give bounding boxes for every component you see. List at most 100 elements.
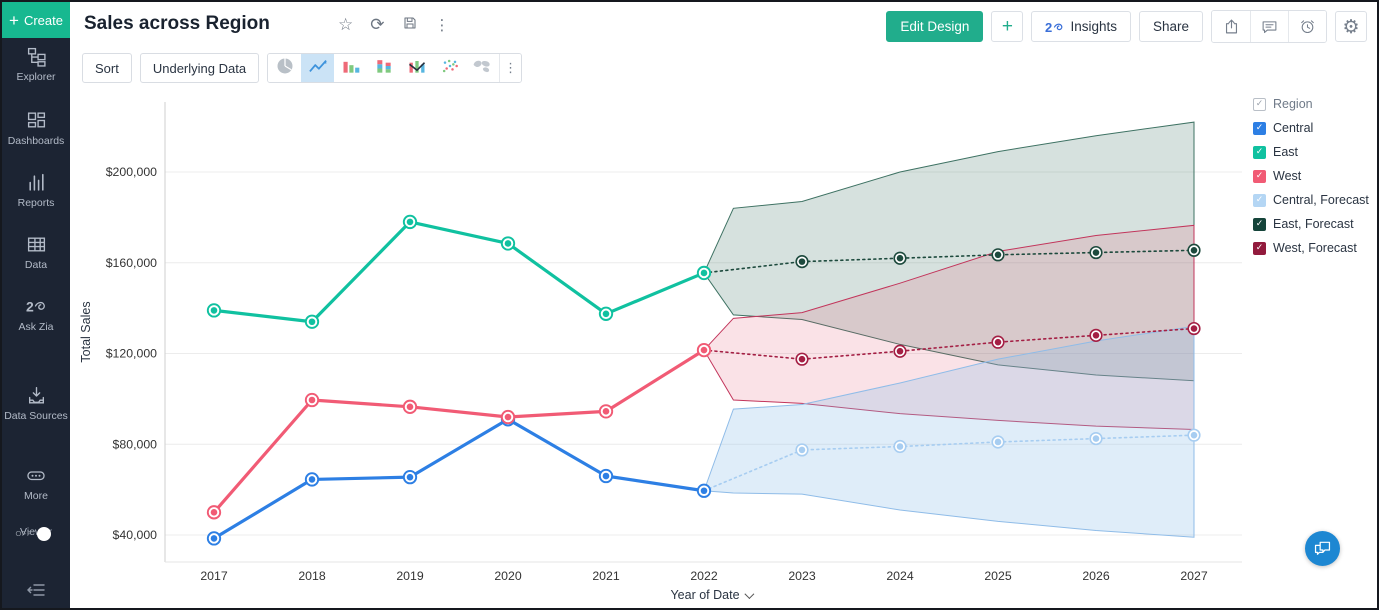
data-point-central-forecast-2025[interactable] <box>994 438 1002 446</box>
data-point-east-2021[interactable] <box>602 310 610 318</box>
y-tick-label: $80,000 <box>113 437 158 451</box>
series-checkbox[interactable]: ✓ <box>1253 217 1266 231</box>
data-point-west-forecast-2027[interactable] <box>1190 325 1198 332</box>
chart-type-bar[interactable] <box>334 54 368 82</box>
zia-icon: 2 <box>1045 20 1063 35</box>
data-point-east-forecast-2023[interactable] <box>798 258 806 265</box>
favorite-star-icon[interactable]: ☆ <box>338 14 354 35</box>
data-point-east-forecast-2025[interactable] <box>994 251 1002 259</box>
data-point-west-forecast-2023[interactable] <box>798 355 806 363</box>
series-checkbox[interactable]: ✓ <box>1253 169 1266 183</box>
insights-button[interactable]: 2 Insights <box>1031 11 1131 42</box>
sidebar-item-more[interactable]: More <box>2 465 70 503</box>
sidebar-item-dashboards[interactable]: Dashboards <box>2 110 70 148</box>
data-point-east-forecast-2024[interactable] <box>896 254 904 262</box>
legend-item[interactable]: ✓ West <box>1253 164 1369 188</box>
chart-type-combo[interactable] <box>400 54 434 82</box>
reports-icon <box>2 172 70 193</box>
chart-type-scatter[interactable] <box>433 54 467 82</box>
sidebar-item-data-sources[interactable]: Data Sources <box>2 385 70 423</box>
data-point-west-2017[interactable] <box>210 509 218 516</box>
combo-chart-icon <box>407 57 427 80</box>
alerts-button[interactable] <box>1288 11 1326 42</box>
collapse-sidebar-button[interactable] <box>2 583 70 602</box>
data-point-east-2020[interactable] <box>504 240 512 247</box>
data-point-west-2020[interactable] <box>504 413 512 421</box>
sort-button[interactable]: Sort <box>82 53 132 83</box>
x-tick-label: 2020 <box>494 569 522 583</box>
x-tick-label: 2027 <box>1180 569 1208 583</box>
plus-icon: + <box>9 10 19 30</box>
chart-type-more-button[interactable]: ⋮ <box>499 54 522 82</box>
series-checkbox[interactable]: ✓ <box>1253 121 1266 135</box>
x-axis-field-dropdown[interactable]: Year of Date <box>670 588 755 602</box>
comments-button[interactable] <box>1250 11 1288 42</box>
data-point-west-2021[interactable] <box>602 408 610 415</box>
data-point-central-forecast-2023[interactable] <box>798 446 806 454</box>
sidebar-item-data[interactable]: Data <box>2 234 70 272</box>
data-point-west-2019[interactable] <box>406 403 414 411</box>
legend-item[interactable]: ✓ Central <box>1253 116 1369 140</box>
chart-type-stacked-bar[interactable] <box>367 54 401 82</box>
save-icon[interactable] <box>402 15 418 35</box>
data-icon <box>2 234 70 255</box>
sidebar-item-label: Dashboards <box>7 135 65 147</box>
sidebar-item-ask-zia[interactable]: 2 Ask Zia <box>2 296 70 334</box>
x-tick-label: 2025 <box>984 569 1012 583</box>
data-point-central-forecast-2024[interactable] <box>896 443 904 450</box>
dashboards-icon <box>2 110 70 131</box>
kebab-menu-icon[interactable]: ⋮ <box>434 15 450 34</box>
line-chart-icon <box>307 57 329 80</box>
series-checkbox[interactable]: ✓ <box>1253 145 1266 159</box>
series-line-west <box>212 348 706 514</box>
export-button[interactable] <box>1212 11 1250 42</box>
series-checkbox[interactable]: ✓ <box>1253 241 1266 255</box>
underlying-data-button[interactable]: Underlying Data <box>139 53 260 83</box>
edit-design-button[interactable]: Edit Design <box>886 11 984 42</box>
data-point-west-forecast-2024[interactable] <box>896 347 904 355</box>
x-tick-label: 2017 <box>200 569 228 583</box>
create-button[interactable]: + Create <box>2 2 70 38</box>
share-button[interactable]: Share <box>1138 11 1203 42</box>
region-checkbox[interactable]: ✓ <box>1253 97 1266 111</box>
sidebar-item-reports[interactable]: Reports <box>2 172 70 210</box>
data-point-central-2019[interactable] <box>406 473 414 481</box>
series-line-central <box>212 417 706 541</box>
settings-button[interactable]: ⚙ <box>1335 11 1367 42</box>
chart-type-pie[interactable] <box>268 54 302 82</box>
data-point-central-forecast-2026[interactable] <box>1092 435 1100 442</box>
series-checkbox[interactable]: ✓ <box>1253 193 1266 207</box>
chart-type-selector: ⋮ <box>267 53 523 83</box>
data-point-central-2021[interactable] <box>602 472 610 480</box>
data-point-east-forecast-2026[interactable] <box>1092 249 1100 256</box>
add-report-button[interactable]: + <box>991 11 1024 42</box>
legend-item[interactable]: ✓ East, Forecast <box>1253 212 1369 236</box>
sidebar-item-explorer[interactable]: Explorer <box>2 46 70 84</box>
viewer-mode-toggle[interactable]: OFF Viewer <box>2 526 70 541</box>
data-point-central-2022[interactable] <box>700 487 708 495</box>
legend-header-region[interactable]: ✓ Region <box>1253 92 1369 116</box>
support-chat-button[interactable] <box>1305 531 1340 566</box>
data-point-west-2022[interactable] <box>700 346 708 354</box>
data-point-central-2017[interactable] <box>210 535 218 542</box>
legend-item[interactable]: ✓ West, Forecast <box>1253 236 1369 260</box>
data-point-central-2018[interactable] <box>308 476 316 483</box>
data-point-east-forecast-2027[interactable] <box>1190 246 1198 254</box>
export-icon <box>1225 19 1237 34</box>
insights-label: Insights <box>1070 19 1117 34</box>
legend-item[interactable]: ✓ East <box>1253 140 1369 164</box>
refresh-icon[interactable]: ⟳ <box>370 14 385 35</box>
data-point-west-forecast-2025[interactable] <box>994 338 1002 346</box>
sidebar-item-label: Ask Zia <box>18 321 54 333</box>
chart-type-map[interactable] <box>466 54 500 82</box>
data-point-east-2018[interactable] <box>308 318 316 326</box>
data-point-east-2019[interactable] <box>406 218 414 226</box>
data-point-central-forecast-2027[interactable] <box>1190 431 1198 439</box>
data-point-west-forecast-2026[interactable] <box>1092 332 1100 339</box>
data-point-east-2017[interactable] <box>210 307 218 314</box>
data-point-east-2022[interactable] <box>700 269 708 277</box>
chart-type-line-selected[interactable] <box>301 54 335 82</box>
data-point-west-2018[interactable] <box>308 396 316 404</box>
legend-item[interactable]: ✓ Central, Forecast <box>1253 188 1369 212</box>
